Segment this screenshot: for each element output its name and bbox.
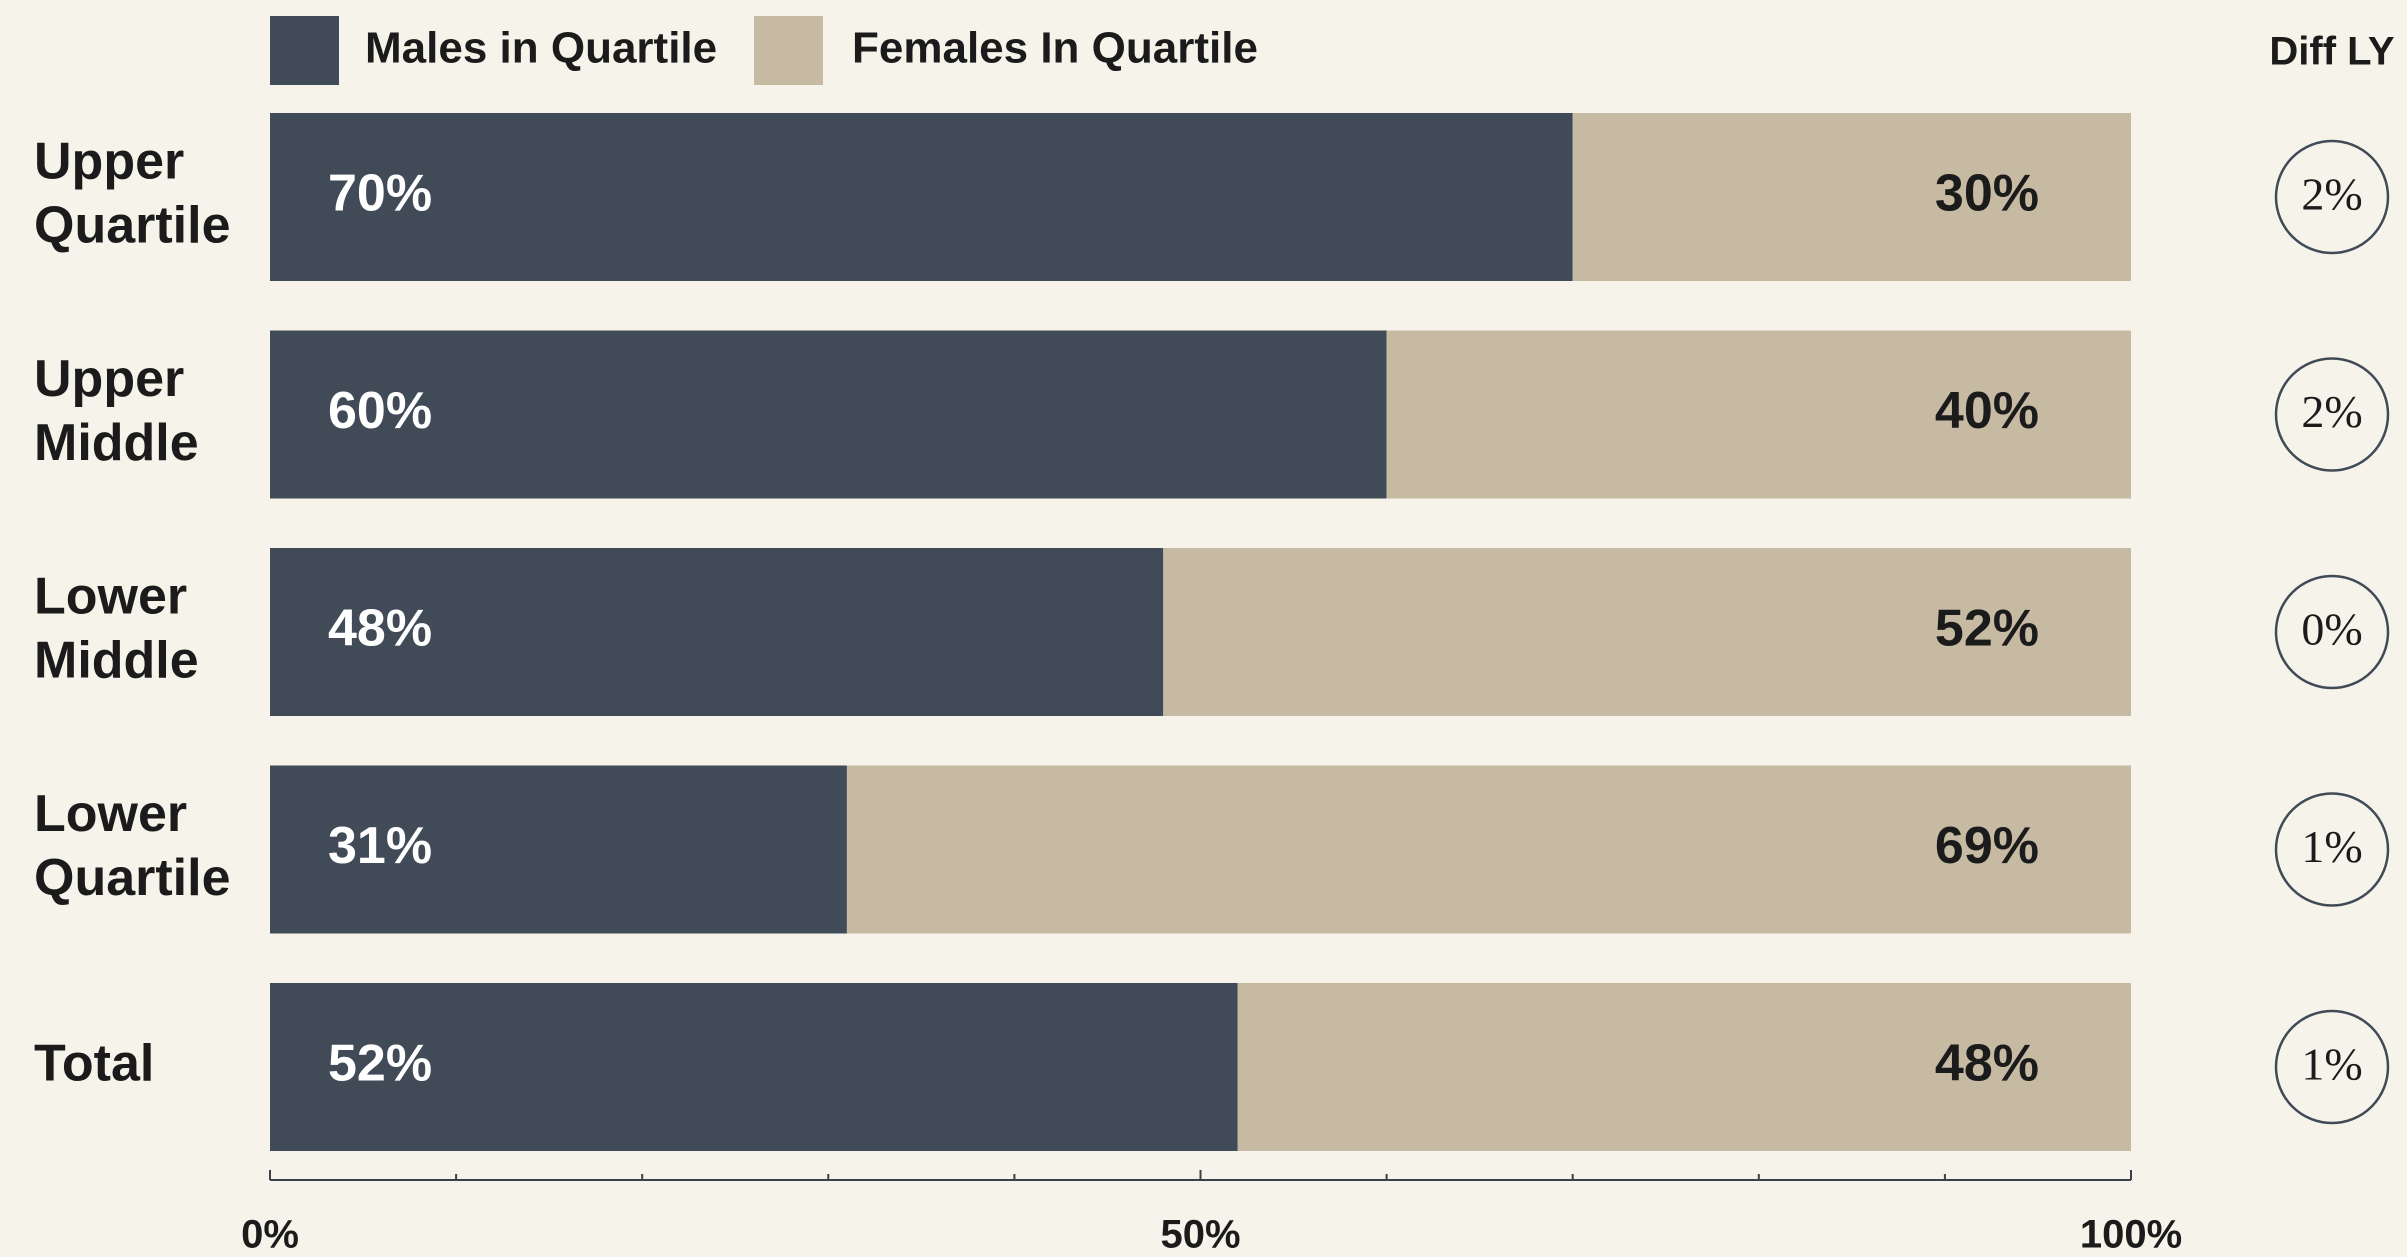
diff-ly-value-lower-quartile: 1%	[2301, 821, 2362, 872]
bar-males-lower-middle	[270, 548, 1164, 716]
category-label-upper-quartile-line-2: Quartile	[34, 197, 231, 255]
diff-ly-circle-lower-quartile	[2274, 792, 2390, 907]
data-label-males-lower-quartile: 31%	[328, 817, 432, 875]
data-label-females-lower-middle: 52%	[1935, 600, 2039, 658]
diff-ly-circle-upper-middle	[2274, 357, 2390, 472]
data-label-males-upper-quartile: 70%	[328, 165, 432, 223]
x-tick-label-100: 100%	[2080, 1213, 2182, 1257]
diff-ly-header-group: Diff LY	[2269, 30, 2395, 74]
diff-ly-circle-total	[2274, 1009, 2390, 1125]
data-label-females-lower-quartile: 69%	[1935, 817, 2039, 875]
legend-swatch-females-in-quartile	[754, 16, 823, 85]
category-label-lower-middle-line-1: Lower	[34, 568, 187, 626]
diff-ly-circle-lower-middle	[2274, 574, 2390, 690]
diff-ly-header: Diff LY	[2269, 30, 2395, 74]
bar-females-upper-middle	[1386, 330, 2131, 499]
legend: Males in Quartile Females In Quartile	[270, 16, 1258, 85]
bars: 70% 30% 60% 40% 48% 52% 31% 69% 52% 48%	[270, 113, 2132, 1151]
category-label-upper-middle-line-2: Middle	[34, 414, 199, 472]
diff-ly-value-lower-middle: 0%	[2301, 604, 2362, 655]
category-label-upper-middle-line-1: Upper	[34, 350, 184, 408]
diff-ly-column: 2% 2% 0% 1% 1%	[2274, 139, 2390, 1125]
diff-ly-value-upper-quartile: 2%	[2301, 169, 2362, 220]
diff-ly-circle-upper-quartile	[2274, 139, 2390, 255]
diff-ly-value-total: 1%	[2301, 1039, 2362, 1090]
data-label-females-upper-quartile: 30%	[1935, 165, 2039, 223]
legend-label-females-in-quartile: Females In Quartile	[852, 24, 1258, 73]
category-labels: Upper Quartile Upper Middle Lower Middle Lower…	[34, 133, 231, 1093]
data-label-females-total: 48%	[1935, 1035, 2039, 1093]
x-tick-label-50: 50%	[1160, 1213, 1240, 1257]
bar-males-lower-quartile	[270, 765, 847, 934]
category-label-lower-middle-line-2: Middle	[34, 632, 199, 690]
category-label-lower-quartile-line-2: Quartile	[34, 849, 231, 907]
data-label-females-upper-middle: 40%	[1935, 382, 2039, 440]
data-label-males-lower-middle: 48%	[328, 600, 432, 658]
bar-females-lower-middle	[1163, 548, 2131, 716]
bar-males-total	[270, 983, 1238, 1151]
diff-ly-value-upper-middle: 2%	[2301, 386, 2362, 437]
x-tick-label-0: 0%	[241, 1213, 299, 1257]
category-label-upper-quartile-line-1: Upper	[34, 133, 184, 191]
data-label-males-upper-middle: 60%	[328, 382, 432, 440]
category-label-total: Total	[34, 1035, 154, 1093]
bar-females-lower-quartile	[846, 765, 2132, 934]
legend-swatch-males-in-quartile	[270, 16, 339, 85]
category-label-lower-quartile-line-1: Lower	[34, 785, 187, 843]
data-label-males-total: 52%	[328, 1035, 432, 1093]
bar-females-total	[1237, 983, 2131, 1151]
x-axis: 0% 50% 100%	[241, 1170, 2182, 1257]
bar-males-upper-middle	[270, 330, 1387, 499]
legend-label-males-in-quartile: Males in Quartile	[365, 24, 717, 73]
bar-males-upper-quartile	[270, 113, 1573, 281]
bar-females-upper-quartile	[1572, 113, 2131, 281]
